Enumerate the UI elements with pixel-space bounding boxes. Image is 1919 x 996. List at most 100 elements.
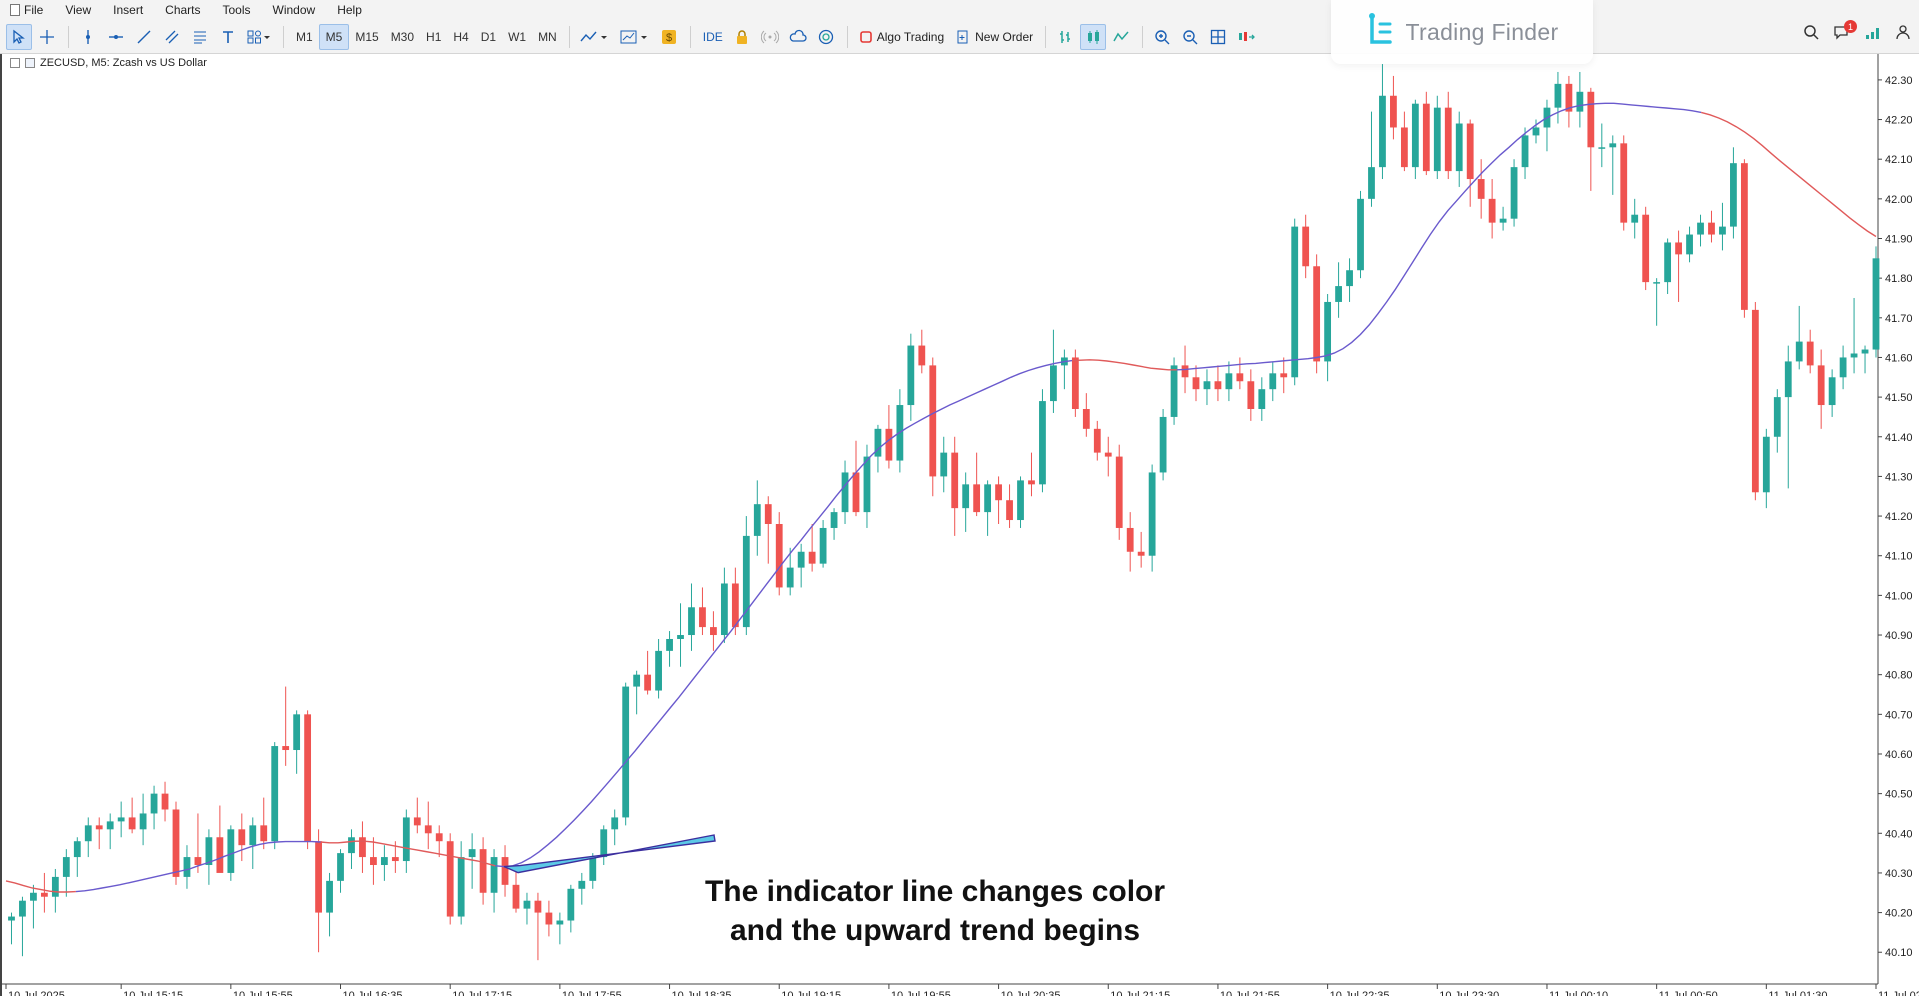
toolbar-separator <box>568 25 570 48</box>
crosshair-tool-button[interactable] <box>34 24 60 50</box>
menu-tools[interactable]: Tools <box>213 0 263 20</box>
new-order-button[interactable]: New Order <box>950 24 1039 50</box>
notifications-button[interactable]: 1 <box>1833 20 1857 45</box>
chart-type-button[interactable] <box>576 24 614 50</box>
bullish-candle <box>567 888 575 921</box>
horizontal-line-button[interactable] <box>103 24 129 50</box>
bearish-candle <box>764 504 772 524</box>
bearish-candle <box>1751 309 1759 493</box>
time-tick-label: 10 Jul 21:15 <box>1110 990 1170 996</box>
bullish-candle <box>611 817 619 830</box>
menu-window[interactable]: Window <box>263 0 328 20</box>
bearish-candle <box>391 857 399 862</box>
bullish-candle <box>655 650 662 691</box>
vertical-line-button[interactable] <box>75 24 101 50</box>
zoom-out-button[interactable] <box>1177 24 1203 50</box>
bearish-candle <box>1620 143 1628 223</box>
price-tick-label: 41.10 <box>1885 551 1913 563</box>
channel-button[interactable] <box>159 24 185 50</box>
timeframe-m15[interactable]: M15 <box>349 24 384 50</box>
channel-icon <box>165 30 179 43</box>
algo-trading-button[interactable]: Algo Trading <box>854 24 950 50</box>
account-button[interactable] <box>1895 24 1911 45</box>
shapes-grid-icon <box>247 30 270 43</box>
signal-button[interactable] <box>757 24 783 50</box>
bullish-candle <box>348 837 355 854</box>
new-order-label: New Order <box>975 29 1034 44</box>
bullish-candle <box>1839 357 1847 378</box>
stop-square-icon <box>859 30 872 43</box>
indicator-line-down-segment <box>5 880 76 893</box>
cursor-tool-button[interactable] <box>6 23 32 50</box>
timeframe-m1[interactable]: M1 <box>290 24 319 50</box>
menu-view[interactable]: View <box>55 0 103 20</box>
bearish-candle <box>304 714 312 842</box>
signal-strength-button[interactable] <box>1865 24 1881 45</box>
time-tick-label: 11 Jul 00:10 <box>1549 990 1608 996</box>
horizontal-line-icon <box>109 34 123 39</box>
zoom-in-icon <box>1155 29 1170 44</box>
trend-line-button[interactable] <box>131 24 157 50</box>
menu-charts[interactable]: Charts <box>155 0 212 20</box>
text-tool-button[interactable] <box>215 24 241 50</box>
timeframe-mn[interactable]: MN <box>532 24 563 50</box>
timeframe-w1[interactable]: W1 <box>502 24 532 50</box>
price-tick-label: 40.30 <box>1885 868 1913 880</box>
price-tick-label: 40.60 <box>1885 749 1913 761</box>
time-tick-label: 11 Jul 02:10 <box>1878 990 1919 996</box>
watermark-text: Trading Finder <box>1405 18 1559 45</box>
timeframe-m5[interactable]: M5 <box>318 23 350 50</box>
bearish-candle <box>1214 381 1222 390</box>
bearish-candle <box>1181 365 1189 378</box>
bars-icon <box>1060 30 1071 43</box>
time-tick-label: 10 Jul 23:30 <box>1439 990 1499 996</box>
bullish-candle <box>183 857 191 877</box>
tile-windows-button[interactable] <box>1205 24 1231 50</box>
bullish-candle <box>1576 91 1584 112</box>
chart-window[interactable]: 40.10 40.20 40.30 40.40 40.50 40.60 40.70 40.80… <box>0 54 1919 996</box>
signals-button[interactable]: $ <box>656 24 682 50</box>
trading-finder-logo-icon <box>1368 13 1392 44</box>
bearish-candle <box>1477 179 1485 199</box>
timeframe-m30[interactable]: M30 <box>385 24 420 50</box>
bearish-candle <box>1280 373 1288 378</box>
search-button[interactable] <box>1803 24 1819 45</box>
menu-insert-label: Insert <box>113 3 144 17</box>
price-chart[interactable]: 40.10 40.20 40.30 40.40 40.50 40.60 40.70 40.80… <box>2 54 1919 996</box>
bearish-candle <box>1302 226 1310 267</box>
chart-window-icon <box>10 58 20 68</box>
chart-shift-button[interactable] <box>1233 24 1259 50</box>
bearish-candle <box>1642 214 1650 283</box>
bearish-candle <box>699 607 706 628</box>
fibonacci-button[interactable] <box>187 24 213 50</box>
account-avatar-icon <box>1896 25 1910 40</box>
menu-insert[interactable]: Insert <box>103 0 155 20</box>
candlestick-chart-button[interactable] <box>1080 23 1107 50</box>
cloud-button[interactable] <box>785 24 811 50</box>
line-chart-button[interactable] <box>1108 24 1134 50</box>
market-button[interactable] <box>813 24 839 50</box>
price-tick-label: 41.90 <box>1885 234 1913 246</box>
bearish-candle <box>1817 365 1825 406</box>
bearish-candle <box>194 857 202 866</box>
menu-help[interactable]: Help <box>327 0 374 20</box>
zoom-in-button[interactable] <box>1149 24 1175 50</box>
menu-file[interactable]: File <box>0 0 55 20</box>
ide-button[interactable]: IDE <box>697 24 729 50</box>
price-tick-label: 40.40 <box>1885 828 1913 840</box>
bearish-candle <box>1806 341 1814 366</box>
candlesticks-icon <box>1088 29 1100 44</box>
market-globe-icon <box>818 29 833 44</box>
lock-button[interactable] <box>729 24 755 50</box>
indicators-button[interactable] <box>616 24 654 50</box>
shapes-menu-button[interactable] <box>243 24 275 50</box>
timeframe-h4[interactable]: H4 <box>447 24 474 50</box>
price-tick-label: 41.40 <box>1885 432 1913 444</box>
text-tool-icon <box>223 30 233 43</box>
timeframe-h1[interactable]: H1 <box>420 24 447 50</box>
timeframe-d1[interactable]: D1 <box>475 24 502 50</box>
bullish-candle <box>1357 198 1364 271</box>
bullish-candle <box>1039 401 1046 485</box>
bar-chart-button[interactable] <box>1052 24 1078 50</box>
bearish-candle <box>731 583 739 628</box>
